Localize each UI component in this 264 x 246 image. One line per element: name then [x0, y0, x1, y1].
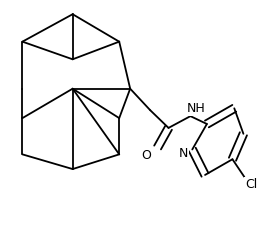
Text: NH: NH [187, 102, 205, 115]
Text: Cl: Cl [246, 178, 258, 191]
Text: N: N [178, 147, 188, 160]
Text: O: O [142, 149, 152, 162]
